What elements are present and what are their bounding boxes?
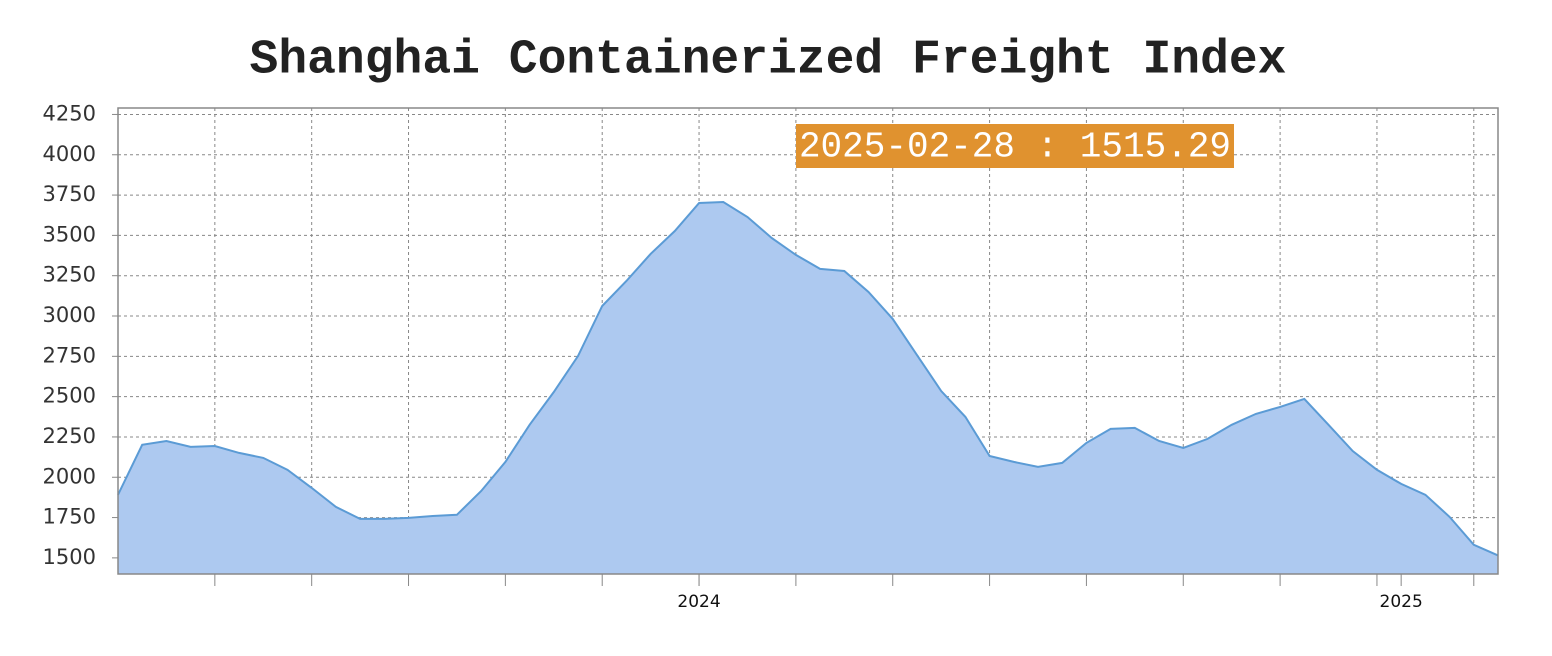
y-tick-label: 3750 <box>43 182 96 206</box>
y-tick-label: 2750 <box>43 343 96 367</box>
y-tick-label: 1750 <box>43 505 96 529</box>
y-tick-label: 3000 <box>43 303 96 327</box>
plot: 1500 1750 2000 2250 2500 2750 3000 3250 3500 3750… <box>43 101 1499 612</box>
y-tick-label: 2500 <box>43 384 96 408</box>
area <box>118 202 1498 574</box>
y-tick-label: 3250 <box>43 263 96 287</box>
y-tick-label: 2250 <box>43 424 96 448</box>
x-tick-label: 2024 <box>677 592 720 612</box>
line <box>117 200 1499 557</box>
y-tick-label: 4000 <box>43 142 96 166</box>
plot-frame <box>117 107 1499 575</box>
chart-title: Shanghai Containerized Freight Index <box>250 34 1287 88</box>
x-tick-label: 2025 <box>1380 592 1423 612</box>
y-tick-label: 1500 <box>43 545 96 569</box>
y-tick-label: 2000 <box>43 464 96 488</box>
annotation: 2025-02-28 : 1515.29 <box>799 127 1231 168</box>
y-tick-label: 3500 <box>43 222 96 246</box>
annotation-box <box>796 124 1234 168</box>
y-tick-label: 4250 <box>43 101 96 125</box>
